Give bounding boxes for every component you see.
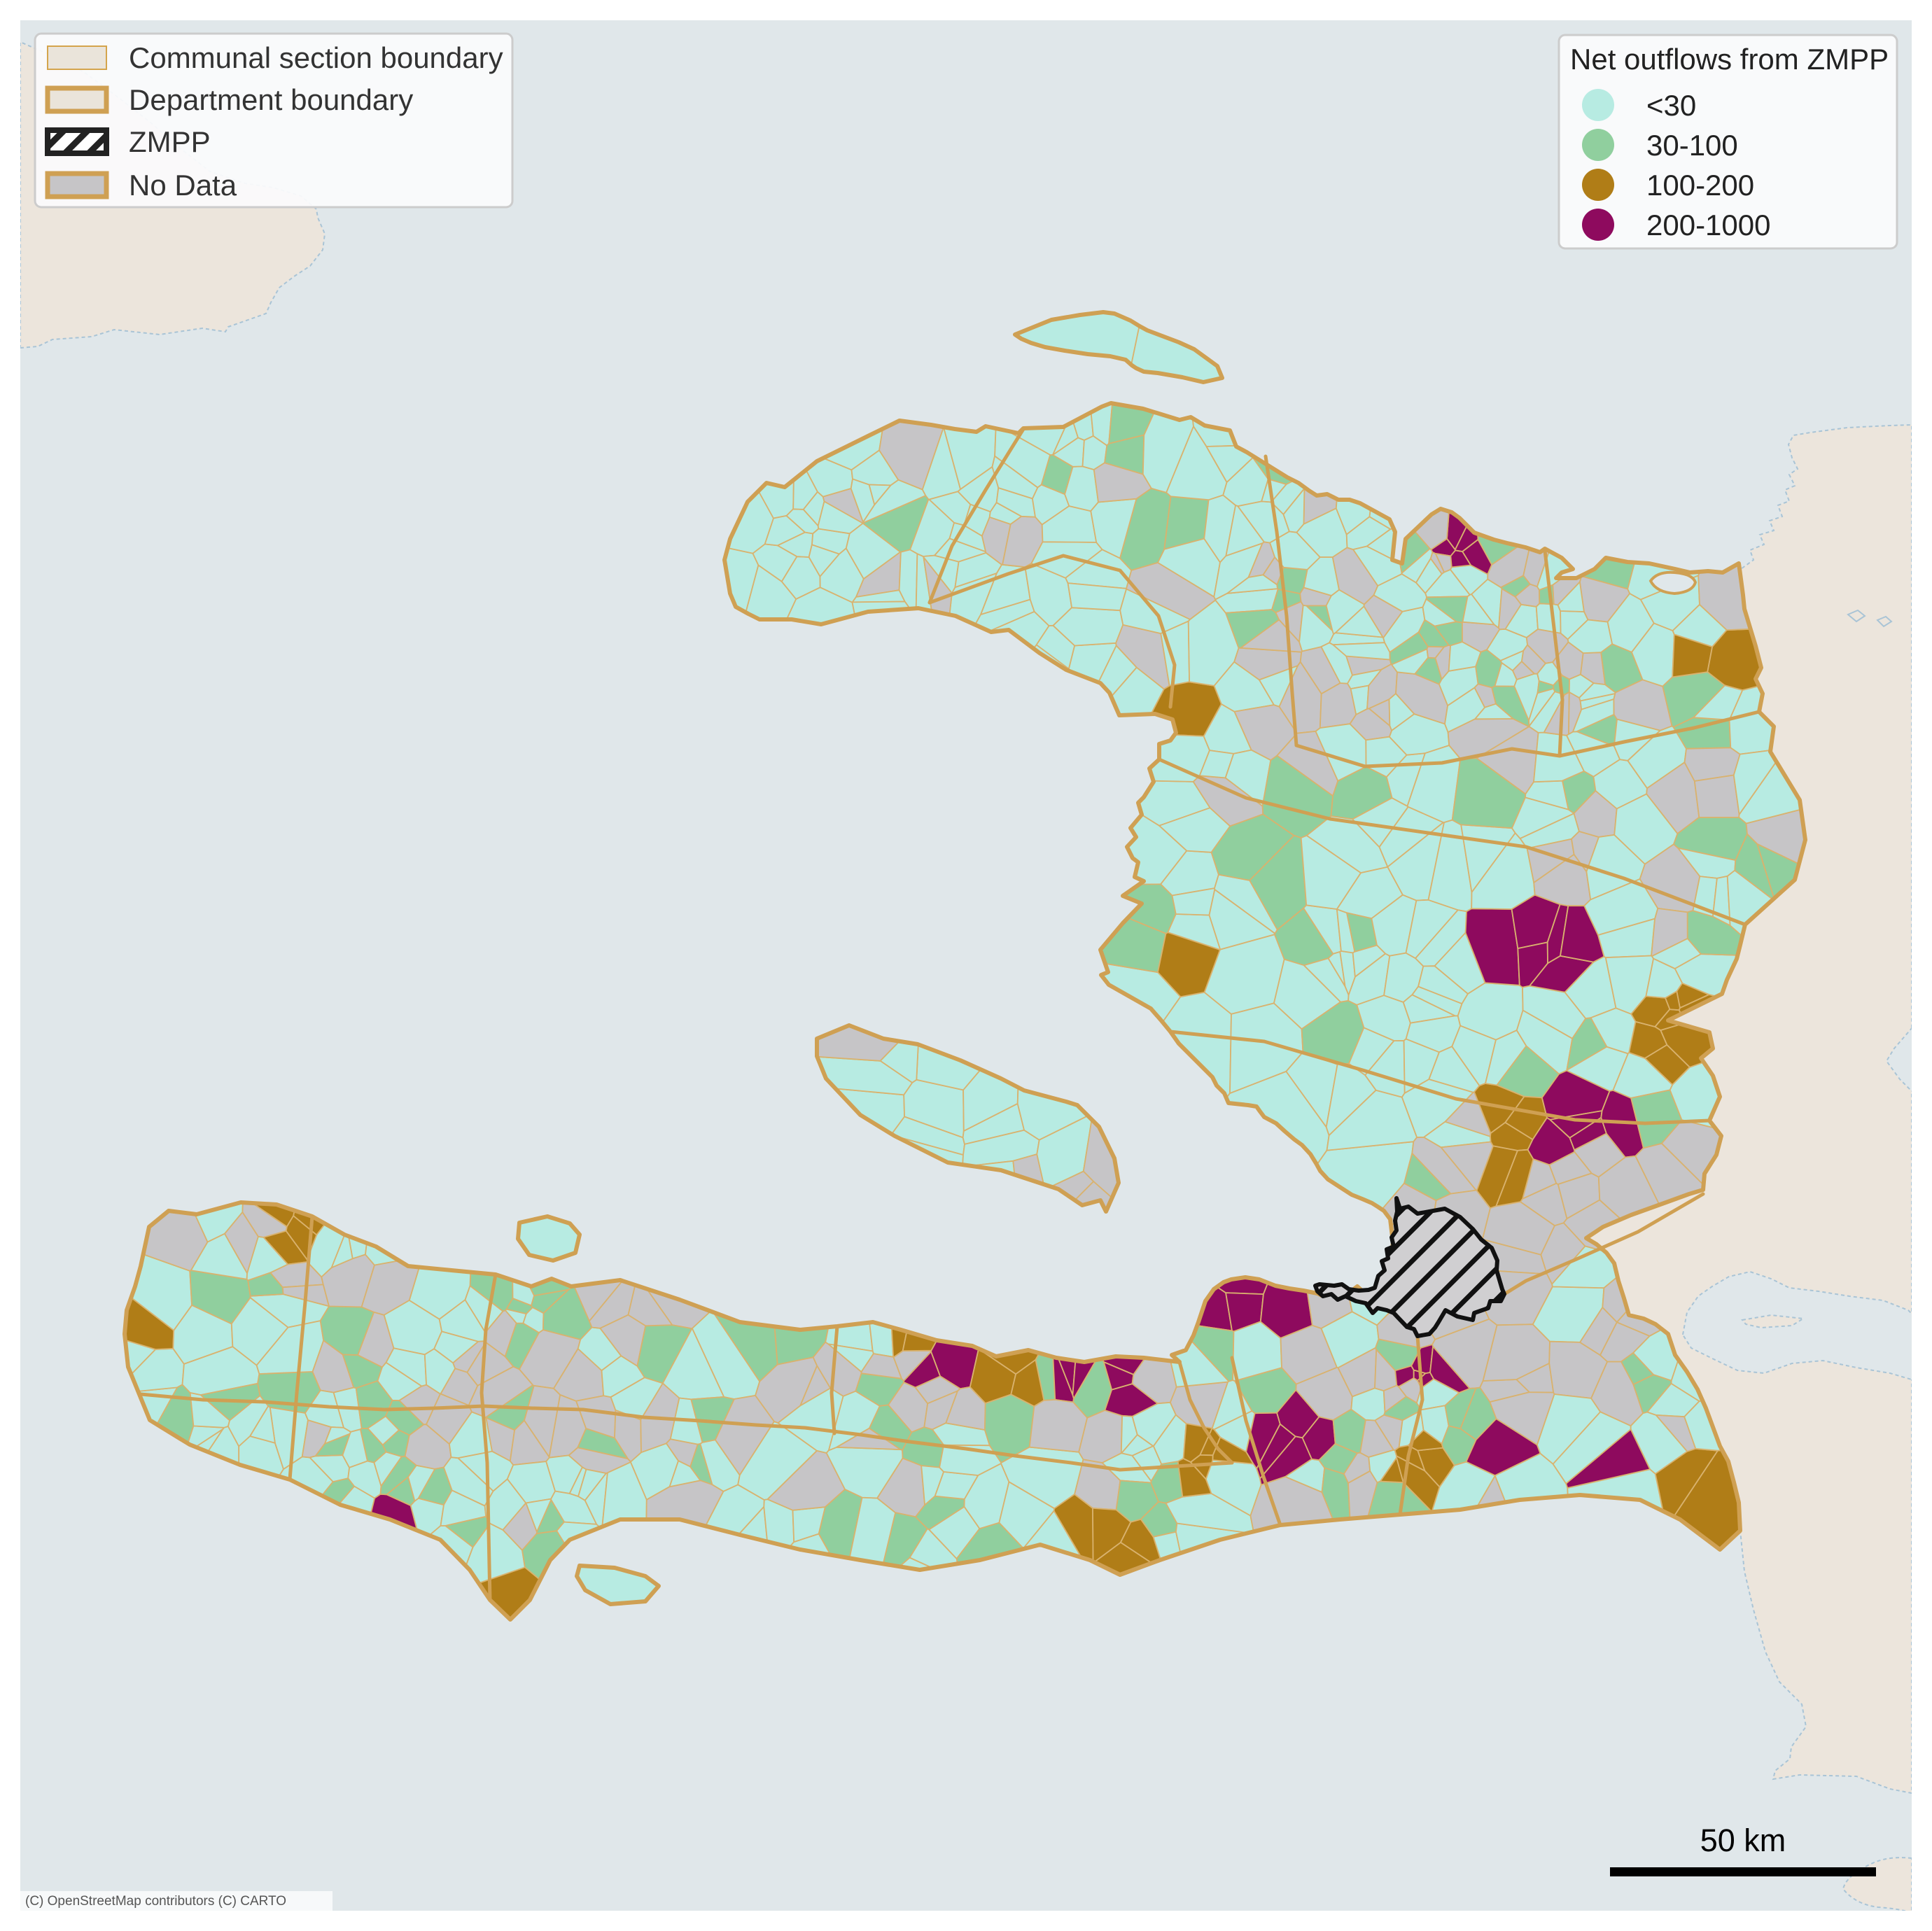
svg-text:<30: <30 <box>1646 89 1696 122</box>
svg-text:Communal section boundary: Communal section boundary <box>129 41 503 74</box>
svg-text:(C) OpenStreetMap contributors: (C) OpenStreetMap contributors (C) CARTO <box>25 1894 286 1909</box>
svg-text:100-200: 100-200 <box>1646 169 1754 202</box>
svg-text:Department boundary: Department boundary <box>129 83 413 116</box>
svg-text:Net outflows from ZMPP: Net outflows from ZMPP <box>1570 43 1889 76</box>
svg-text:30-100: 30-100 <box>1646 129 1738 162</box>
svg-text:ZMPP: ZMPP <box>129 125 211 158</box>
svg-text:200-1000: 200-1000 <box>1646 209 1771 241</box>
svg-text:No Data: No Data <box>129 169 237 202</box>
svg-text:50 km: 50 km <box>1700 1823 1786 1858</box>
